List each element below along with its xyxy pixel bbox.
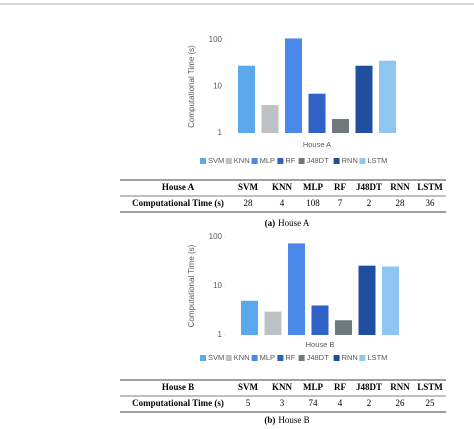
y-tick-label: 1 — [218, 128, 223, 137]
bar — [311, 305, 329, 335]
legend-label: J48DT — [307, 353, 330, 362]
table-cell: 2 — [367, 198, 372, 208]
table-header: House A — [162, 182, 195, 192]
bar — [308, 93, 326, 133]
y-axis-label: Computational Time (s) — [187, 45, 196, 128]
bar — [355, 65, 373, 133]
y-tick-label: 10 — [213, 82, 222, 91]
table-cell: 2 — [367, 398, 372, 408]
table-header: SVM — [238, 382, 259, 392]
bar — [238, 65, 255, 133]
table-header: MLP — [303, 382, 323, 392]
bar — [379, 60, 396, 133]
table-cell: 5 — [246, 398, 251, 408]
legend-label: SVM — [208, 353, 224, 362]
legend-swatch — [200, 355, 206, 361]
legend-label: RNN — [342, 353, 358, 362]
legend-label: RF — [285, 353, 295, 362]
legend-swatch — [277, 158, 284, 164]
legend-swatch — [225, 355, 232, 361]
bar — [285, 38, 302, 133]
legend-label: SVM — [208, 156, 224, 165]
bar — [335, 320, 352, 335]
y-tick-label: 100 — [209, 35, 223, 44]
table-cell: 28 — [244, 198, 254, 208]
table-cell: 28 — [396, 198, 406, 208]
legend-label: RNN — [342, 156, 358, 165]
table-header: KNN — [272, 182, 293, 192]
y-tick-label: 100 — [209, 232, 223, 241]
table-header: SVM — [238, 182, 259, 192]
legend-swatch — [225, 158, 232, 164]
bar — [358, 265, 376, 335]
caption: (a) House A — [265, 218, 310, 228]
legend-swatch — [359, 158, 366, 164]
table-header: LSTM — [417, 382, 443, 392]
bar — [332, 119, 349, 133]
bar — [264, 311, 282, 335]
bar — [288, 243, 305, 335]
table-cell: 4 — [338, 398, 343, 408]
legend-label: LSTM — [367, 353, 387, 362]
bar — [261, 105, 279, 133]
caption-label: (b) — [264, 415, 275, 425]
legend-label: KNN — [234, 156, 250, 165]
legend-label: KNN — [234, 353, 250, 362]
table-cell: 7 — [338, 198, 343, 208]
y-tick-label: 10 — [213, 281, 222, 290]
bar — [382, 266, 399, 335]
table-cell: 36 — [426, 198, 436, 208]
legend-label: RF — [285, 156, 295, 165]
caption-label: (a) — [265, 218, 276, 228]
table-cell: 108 — [306, 198, 320, 208]
legend-swatch — [277, 355, 284, 361]
table-cell: 74 — [309, 398, 319, 408]
caption-text: House A — [278, 218, 310, 228]
table-cell: Computational Time (s) — [132, 398, 224, 408]
table-cell: 4 — [280, 198, 285, 208]
legend-swatch — [298, 158, 305, 164]
table-header: J48DT — [356, 382, 382, 392]
x-axis-label: House A — [303, 140, 331, 149]
legend-swatch — [298, 355, 305, 361]
table-cell: 26 — [396, 398, 406, 408]
table-cell: Computational Time (s) — [132, 198, 224, 208]
table-cell: 25 — [426, 398, 436, 408]
legend-swatch — [251, 355, 258, 361]
table-header: RF — [334, 382, 346, 392]
legend-label: MLP — [260, 156, 275, 165]
table-header: RF — [334, 182, 346, 192]
table-header: KNN — [272, 382, 293, 392]
bar — [241, 300, 258, 335]
table-cell: 3 — [280, 398, 285, 408]
table-header: RNN — [390, 382, 410, 392]
caption: (b) House B — [264, 415, 309, 425]
y-axis-label: Computational Time (s) — [187, 244, 196, 327]
table-header: LSTM — [417, 182, 443, 192]
x-axis-label: House B — [306, 340, 335, 349]
legend-label: J48DT — [307, 156, 330, 165]
table-header: House B — [162, 382, 194, 392]
legend-swatch — [251, 158, 258, 164]
table-header: J48DT — [356, 182, 382, 192]
legend-label: LSTM — [367, 156, 387, 165]
legend-swatch — [333, 355, 340, 361]
legend-label: MLP — [260, 353, 275, 362]
legend-swatch — [200, 158, 206, 164]
legend-swatch — [359, 355, 366, 361]
legend-swatch — [333, 158, 340, 164]
caption-text: House B — [278, 415, 309, 425]
y-tick-label: 1 — [218, 330, 223, 339]
table-header: MLP — [303, 182, 323, 192]
table-header: RNN — [390, 182, 410, 192]
